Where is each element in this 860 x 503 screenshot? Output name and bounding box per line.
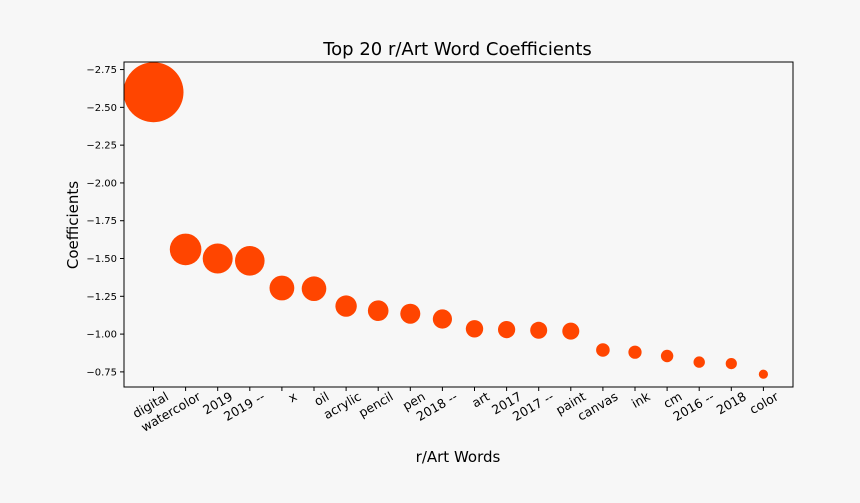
x-tick-label: x xyxy=(285,389,299,406)
y-tick-label: −2.25 xyxy=(86,141,117,152)
plot-frame xyxy=(123,61,794,388)
data-point xyxy=(465,320,484,338)
y-tick-label: −2.00 xyxy=(86,178,117,189)
data-point xyxy=(123,62,184,123)
data-point xyxy=(400,303,421,324)
y-axis: −2.75 −2.50 −2.25 −2.00 −1.75 −1.50 −1.25 −1.00… xyxy=(86,65,124,378)
y-tick-label: −2.75 xyxy=(86,65,117,76)
data-point xyxy=(169,233,202,266)
data-point xyxy=(596,343,610,357)
data-points xyxy=(123,62,769,379)
x-axis-label: r/Art Words xyxy=(416,448,501,466)
data-point xyxy=(335,295,357,317)
x-tick-label: color xyxy=(747,388,782,417)
y-tick-label: −2.50 xyxy=(86,103,117,114)
data-point xyxy=(498,321,516,339)
data-point xyxy=(202,243,233,274)
data-point xyxy=(301,276,327,302)
data-point xyxy=(269,275,295,301)
x-tick-label: acrylic xyxy=(321,389,364,422)
data-point xyxy=(530,321,548,339)
data-point xyxy=(693,356,705,368)
y-tick-label: −1.00 xyxy=(86,330,117,341)
y-tick-label: −0.75 xyxy=(86,367,117,378)
data-point xyxy=(432,309,452,329)
data-point xyxy=(628,345,642,359)
data-point xyxy=(758,369,769,379)
x-tick-label: oil xyxy=(311,389,331,409)
y-tick-label: −1.25 xyxy=(86,292,117,303)
data-point xyxy=(235,245,265,276)
x-tick-label: ink xyxy=(629,388,653,411)
chart-title: Top 20 r/Art Word Coefficients xyxy=(322,39,592,60)
data-point xyxy=(660,349,674,363)
x-tick-label: art xyxy=(469,389,492,411)
y-tick-label: −1.75 xyxy=(86,216,117,227)
y-tick-label: −1.50 xyxy=(86,254,117,265)
data-point xyxy=(725,358,737,370)
data-point xyxy=(367,300,389,322)
y-axis-label: Coefficients xyxy=(64,181,82,269)
x-tick-label: 2018 xyxy=(714,389,749,418)
x-tick-label: pencil xyxy=(356,389,396,421)
data-point xyxy=(562,322,580,340)
